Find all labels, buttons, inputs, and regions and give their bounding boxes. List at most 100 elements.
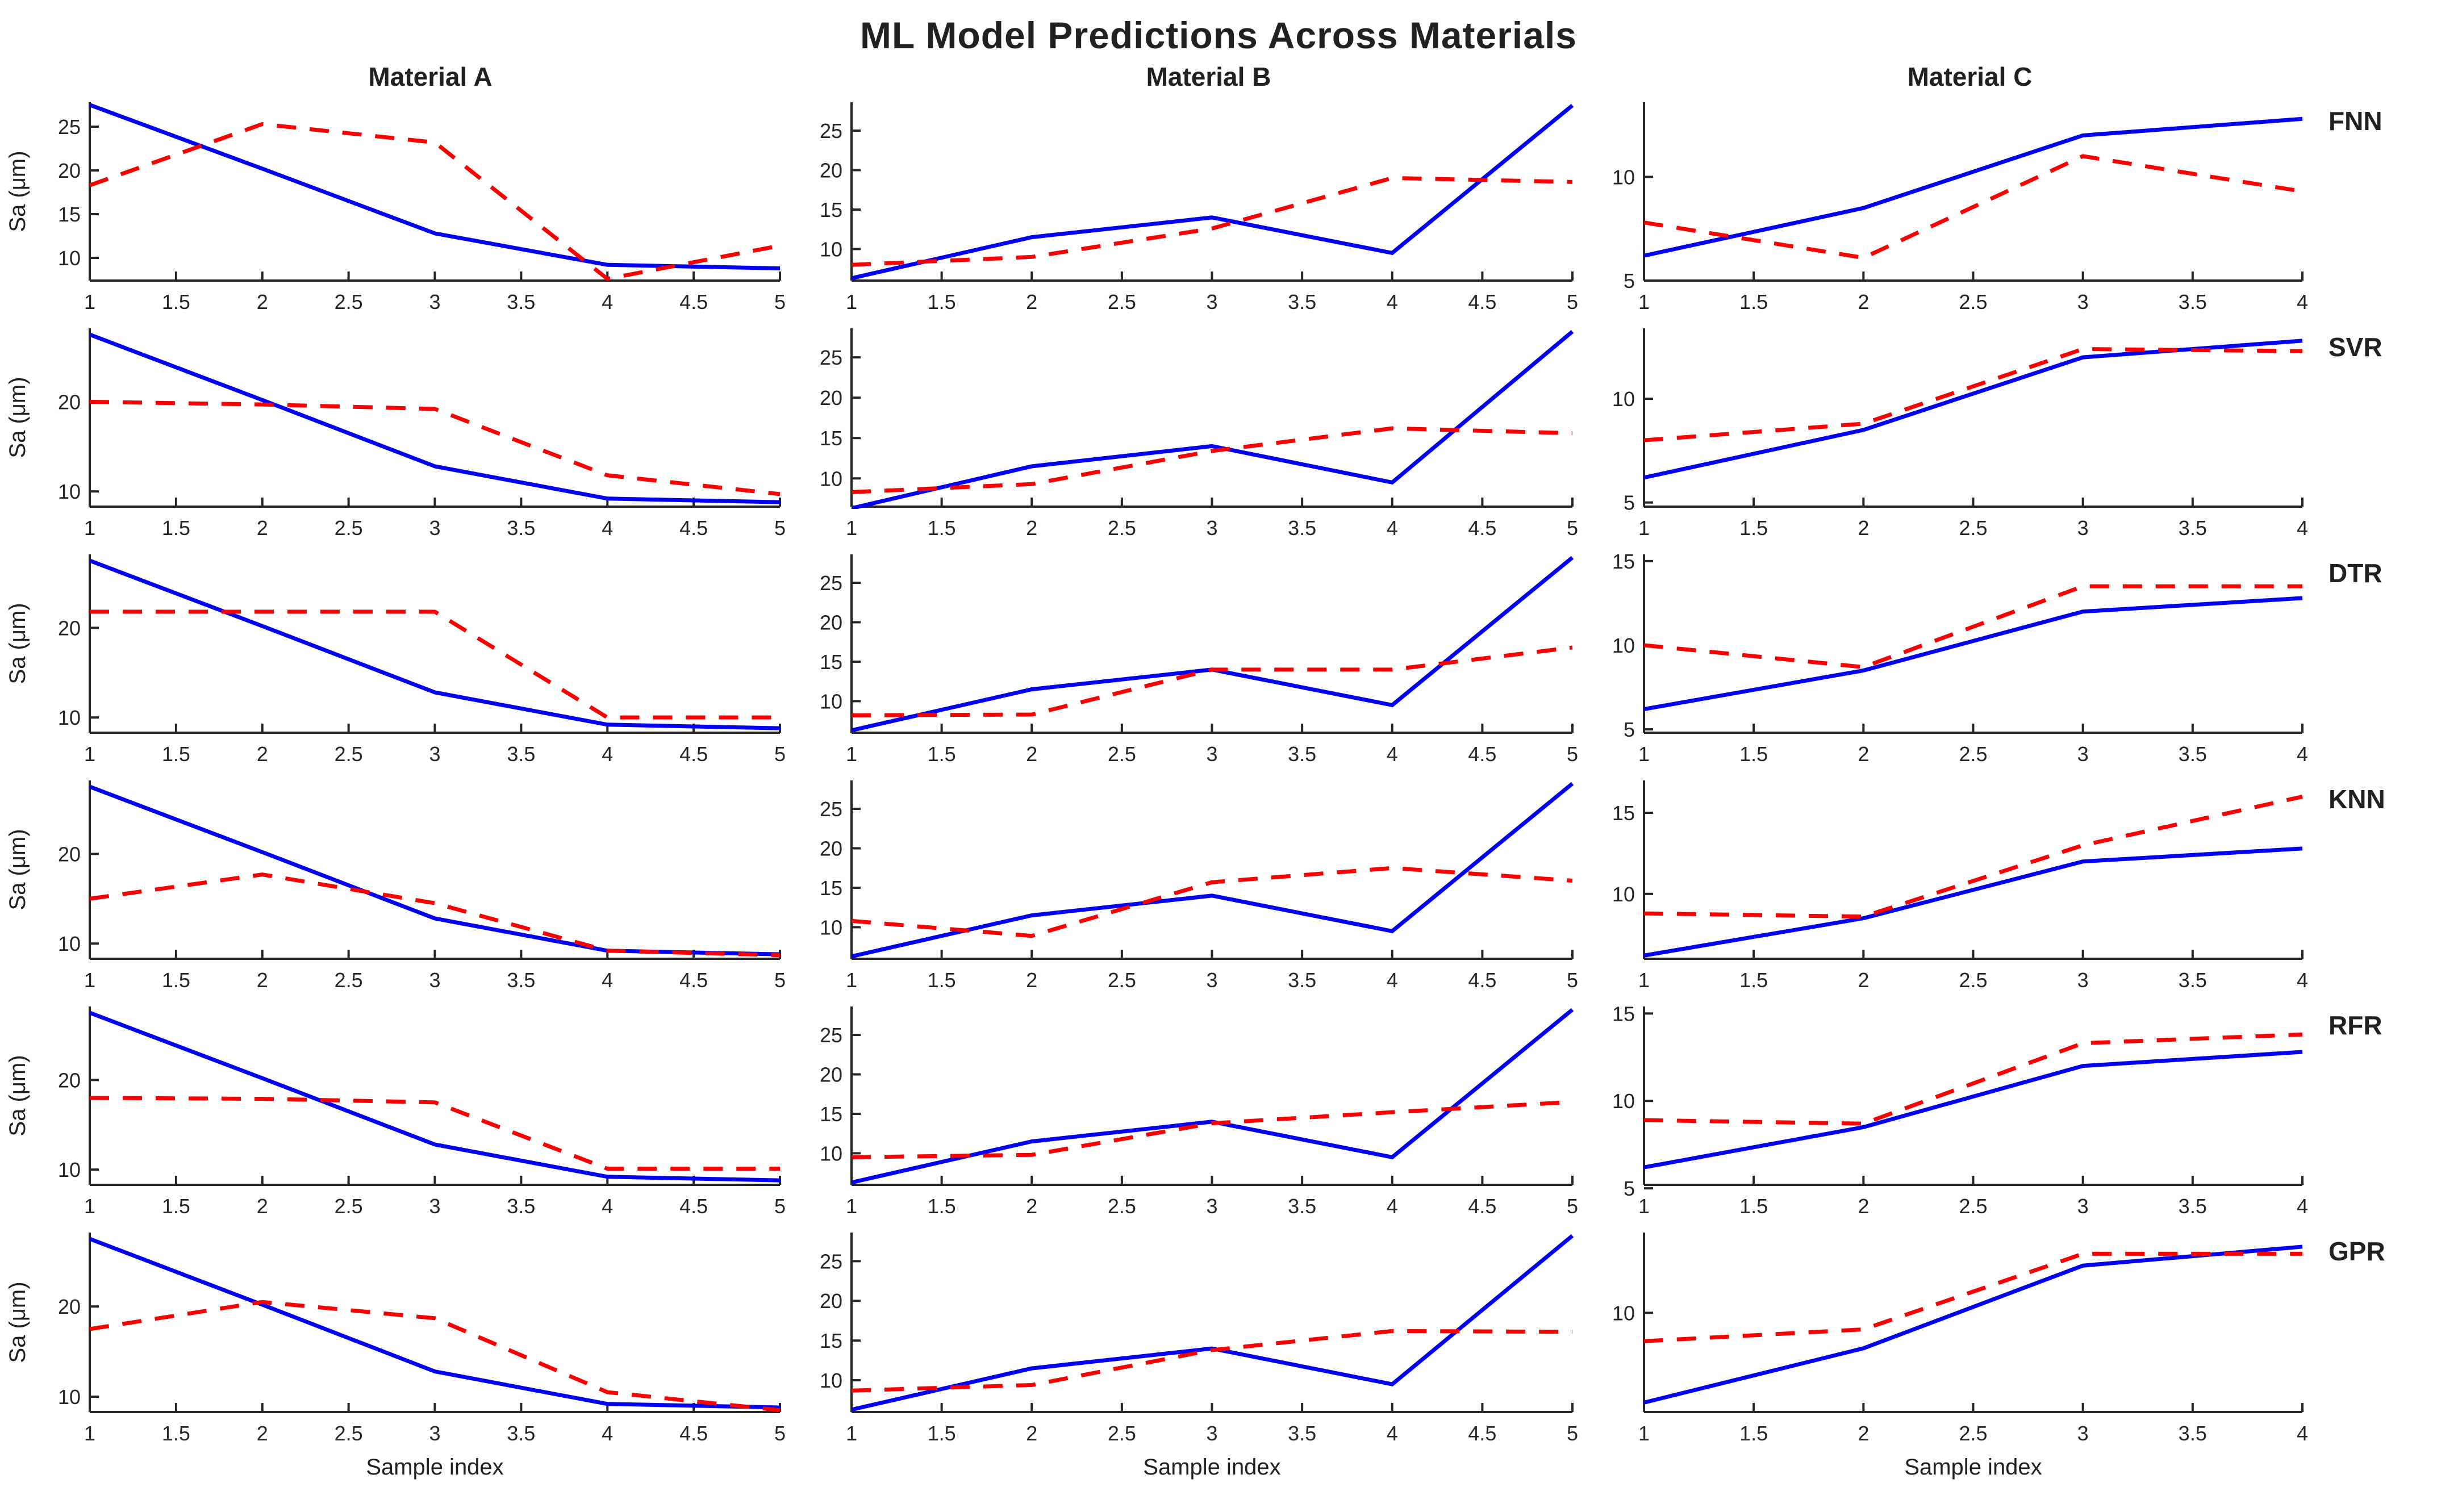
x-tick-label: 5 bbox=[1567, 742, 1578, 766]
actual-line bbox=[1644, 1050, 2303, 1169]
x-tick-label: 3 bbox=[1206, 742, 1217, 766]
y-tick-label: 20 bbox=[58, 390, 81, 413]
x-tick-label: 4 bbox=[2297, 1194, 2308, 1218]
x-tick-label: 4 bbox=[1387, 516, 1398, 540]
y-tick-label: 10 bbox=[820, 690, 842, 713]
x-tick-label: 4 bbox=[1387, 1422, 1398, 1445]
y-tick-label: 15 bbox=[820, 876, 842, 900]
x-tick-label: 1.5 bbox=[928, 290, 956, 314]
x-tick-label: 1.5 bbox=[162, 1422, 190, 1445]
subplot-svg-rfr-0: 1 1.5 2 2.5 3 3.5 4 4.5 5 10 20 Sa (μm) bbox=[5, 1006, 786, 1218]
x-tick-label: 4.5 bbox=[679, 290, 708, 314]
actual-line bbox=[90, 1010, 781, 1183]
x-tick-label: 1.5 bbox=[1739, 968, 1768, 992]
actual-line bbox=[852, 329, 1574, 509]
predicted-line bbox=[852, 866, 1573, 938]
x-tick-label: 3 bbox=[1206, 516, 1217, 540]
chart-knn-material-a: 1 1.5 2 2.5 3 3.5 4 4.5 5 10 20 Sa (μm) bbox=[0, 771, 792, 997]
y-tick-label: 5 bbox=[1624, 269, 1635, 293]
actual-line bbox=[852, 782, 1574, 959]
y-axis-label: Sa (μm) bbox=[5, 377, 30, 458]
actual-line bbox=[1644, 116, 2303, 258]
x-tick-label: 1.5 bbox=[1739, 516, 1768, 540]
x-tick-label: 1.5 bbox=[1739, 742, 1768, 766]
x-tick-label: 3.5 bbox=[2179, 1194, 2207, 1218]
x-tick-label: 4 bbox=[1387, 742, 1398, 766]
y-tick-label: 10 bbox=[820, 1142, 842, 1165]
x-tick-label: 2.5 bbox=[335, 742, 363, 766]
actual-line bbox=[1644, 1244, 2303, 1405]
x-tick-label: 5 bbox=[1567, 290, 1578, 314]
x-tick-label: 1.5 bbox=[1739, 290, 1768, 314]
chart-dtr-material-a: 1 1.5 2 2.5 3 3.5 4 4.5 5 10 20 Sa (μm) bbox=[0, 545, 792, 771]
x-tick-label: 1.5 bbox=[928, 968, 956, 992]
x-tick-label: 1.5 bbox=[928, 1194, 956, 1218]
y-tick-label: 10 bbox=[820, 916, 842, 939]
x-tick-label: 3.5 bbox=[507, 742, 535, 766]
predicted-line bbox=[1644, 347, 2303, 442]
x-tick-label: 1 bbox=[1638, 290, 1650, 314]
x-tick-label: 1.5 bbox=[928, 516, 956, 540]
chart-rfr-material-a: 1 1.5 2 2.5 3 3.5 4 4.5 5 10 20 Sa (μm) bbox=[0, 997, 792, 1223]
x-tick-label: 4.5 bbox=[1468, 290, 1496, 314]
predicted-line bbox=[852, 176, 1573, 267]
x-tick-label: 2.5 bbox=[1959, 1422, 1987, 1445]
x-tick-label: 3.5 bbox=[507, 1422, 535, 1445]
row-label-gpr: GPR bbox=[2328, 1237, 2385, 1266]
x-tick-label: 4 bbox=[602, 968, 613, 992]
x-tick-label: 2.5 bbox=[335, 290, 363, 314]
subplot-svg-dtr-0: 1 1.5 2 2.5 3 3.5 4 4.5 5 10 20 Sa (μm) bbox=[5, 554, 786, 766]
x-tick-label: 4.5 bbox=[679, 1422, 708, 1445]
y-tick-label: 20 bbox=[58, 616, 81, 640]
x-tick-label: 2 bbox=[1858, 290, 1869, 314]
x-tick-label: 5 bbox=[1567, 516, 1578, 540]
x-tick-label: 5 bbox=[1567, 1194, 1578, 1218]
x-tick-label: 3 bbox=[429, 742, 440, 766]
x-tick-label: 3.5 bbox=[2179, 968, 2207, 992]
x-tick-label: 1 bbox=[1638, 516, 1650, 540]
x-tick-label: 4.5 bbox=[679, 742, 708, 766]
subplot-svg-svr-1: 1 1.5 2 2.5 3 3.5 4 4.5 5 10 15 20 25 bbox=[820, 328, 1578, 540]
x-tick-label: 2.5 bbox=[335, 1194, 363, 1218]
x-tick-label: 3.5 bbox=[1288, 742, 1316, 766]
x-tick-label: 1.5 bbox=[162, 742, 190, 766]
x-tick-label: 3.5 bbox=[2179, 516, 2207, 540]
y-tick-label: 10 bbox=[1612, 1301, 1635, 1325]
x-tick-label: 5 bbox=[1567, 1422, 1578, 1445]
column-title-material-b: Material B bbox=[1146, 62, 1271, 91]
x-tick-label: 2 bbox=[1026, 290, 1037, 314]
chart-gpr-material-b: 1 1.5 2 2.5 3 3.5 4 4.5 5 10 15 20 25 Sample index bbox=[792, 1223, 1585, 1496]
y-tick-label: 5 bbox=[1624, 491, 1635, 515]
x-tick-label: 3.5 bbox=[1288, 1194, 1316, 1218]
y-tick-label: 10 bbox=[58, 1385, 81, 1409]
actual-line bbox=[90, 558, 781, 730]
x-tick-label: 3 bbox=[2077, 1422, 2089, 1445]
x-tick-label: 1 bbox=[1638, 1422, 1650, 1445]
x-tick-label: 2 bbox=[257, 742, 268, 766]
y-tick-label: 25 bbox=[820, 797, 842, 821]
x-tick-label: 1 bbox=[1638, 742, 1650, 766]
column-title-material-c: Material C bbox=[1907, 62, 2033, 91]
x-tick-label: 1 bbox=[84, 742, 95, 766]
x-tick-label: 1 bbox=[84, 516, 95, 540]
y-axis-label: Sa (μm) bbox=[5, 1281, 30, 1363]
subplot-svg-svr-2: 1 1.5 2 2.5 3 3.5 4 5 10 bbox=[1612, 328, 2308, 540]
actual-line bbox=[852, 103, 1574, 281]
y-tick-label: 25 bbox=[820, 571, 842, 595]
x-tick-label: 3.5 bbox=[1288, 290, 1316, 314]
x-tick-label: 2 bbox=[257, 968, 268, 992]
x-tick-label: 2 bbox=[1858, 516, 1869, 540]
x-tick-label: 5 bbox=[774, 516, 786, 540]
subplot-svg-fnn-1: 1 1.5 2 2.5 3 3.5 4 4.5 5 10 15 20 25 bbox=[820, 102, 1578, 314]
y-tick-label: 10 bbox=[1612, 883, 1635, 906]
x-tick-label: 1.5 bbox=[1739, 1422, 1768, 1445]
predicted-line bbox=[90, 1096, 780, 1171]
y-tick-label: 25 bbox=[58, 115, 81, 139]
x-tick-label: 4 bbox=[2297, 290, 2308, 314]
predicted-line bbox=[90, 609, 780, 720]
x-tick-label: 2 bbox=[1858, 1194, 1869, 1218]
x-tick-label: 1 bbox=[84, 1194, 95, 1218]
x-tick-label: 2 bbox=[1026, 1422, 1037, 1445]
y-tick-label: 20 bbox=[58, 1295, 81, 1318]
